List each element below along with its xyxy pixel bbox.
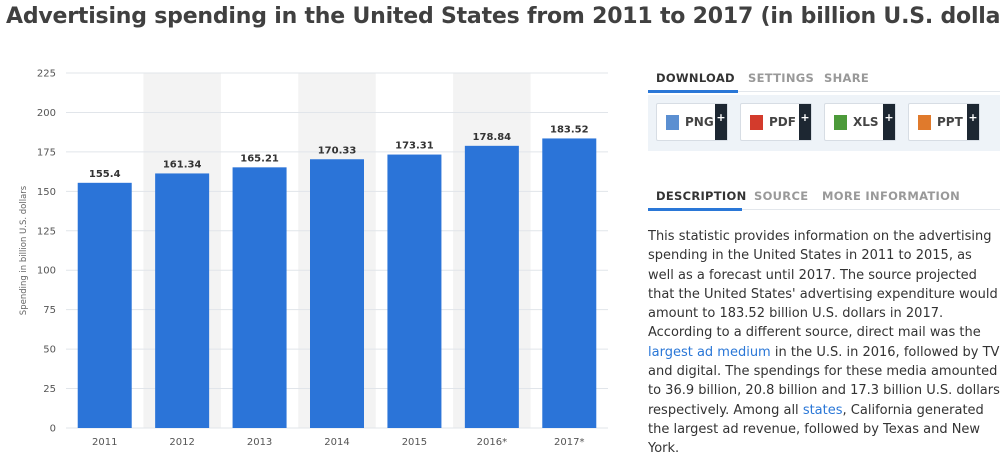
description-part-2: in the U.S. in 2016, followed by TV and … xyxy=(648,344,1000,418)
x-tick-label: 2013 xyxy=(247,437,272,448)
x-tick-label: 2016* xyxy=(477,437,507,448)
y-tick-label: 25 xyxy=(43,384,56,395)
description-part-3: , California generated the largest ad re… xyxy=(648,402,984,457)
bar xyxy=(155,173,210,428)
description-text: This statistic provides information on t… xyxy=(648,227,1000,459)
x-tick-label: 2014 xyxy=(324,437,349,448)
png-file-icon xyxy=(666,115,679,130)
bar xyxy=(310,159,364,428)
x-tick-label: 2012 xyxy=(169,437,194,448)
download-pdf-button[interactable]: PDF + xyxy=(740,103,812,141)
bar xyxy=(232,167,287,428)
pdf-plus-icon[interactable]: + xyxy=(799,104,811,140)
xls-plus-icon[interactable]: + xyxy=(883,104,895,140)
page-title: Advertising spending in the United State… xyxy=(6,4,1000,29)
bar xyxy=(542,138,597,428)
y-axis-label: Spending in billion U.S. dollars xyxy=(19,185,29,315)
active-tab-indicator xyxy=(648,208,742,211)
tab-settings[interactable]: SETTINGS xyxy=(748,71,815,85)
ppt-plus-icon[interactable]: + xyxy=(967,104,979,140)
states-link[interactable]: states xyxy=(802,402,843,418)
info-tabs: DESCRIPTION SOURCE MORE INFORMATION xyxy=(648,184,1000,211)
y-tick-label: 150 xyxy=(37,187,56,198)
x-tick-label: 2015 xyxy=(402,437,427,448)
largest-ad-medium-link[interactable]: largest ad medium xyxy=(648,344,771,360)
download-ppt-button[interactable]: PPT + xyxy=(908,103,980,141)
download-tabs: DOWNLOAD SETTINGS SHARE xyxy=(648,66,1000,93)
tab-share[interactable]: SHARE xyxy=(824,71,870,85)
xls-file-icon xyxy=(834,115,847,130)
description-part-1: This statistic provides information on t… xyxy=(648,229,998,341)
y-tick-label: 200 xyxy=(37,108,56,119)
bar-value-label: 170.33 xyxy=(318,145,357,156)
y-tick-label: 75 xyxy=(43,305,56,316)
tab-description[interactable]: DESCRIPTION xyxy=(656,189,747,203)
y-tick-label: 50 xyxy=(43,345,56,356)
x-tick-label: 2017* xyxy=(554,437,584,448)
bar xyxy=(77,182,132,428)
y-tick-label: 0 xyxy=(50,424,56,435)
tab-download[interactable]: DOWNLOAD xyxy=(656,71,735,85)
x-tick-label: 2011 xyxy=(92,437,117,448)
bar xyxy=(464,145,519,428)
png-plus-icon[interactable]: + xyxy=(715,104,727,140)
download-options: PNG + PDF + XLS + PPT + xyxy=(648,95,1000,151)
tab-source[interactable]: SOURCE xyxy=(754,189,809,203)
bar-value-label: 178.84 xyxy=(473,132,512,143)
ppt-file-icon xyxy=(918,115,931,130)
bar xyxy=(387,154,442,428)
download-xls-button[interactable]: XLS + xyxy=(824,103,896,141)
xls-label: XLS xyxy=(853,115,879,129)
download-png-button[interactable]: PNG + xyxy=(656,103,728,141)
png-label: PNG xyxy=(685,115,714,129)
bar-value-label: 165.21 xyxy=(240,153,279,164)
pdf-label: PDF xyxy=(769,115,796,129)
bar-value-label: 155.4 xyxy=(89,169,121,180)
bar-chart: 0 25 50 75 100 125 150 175 200 225 Spending in bil… xyxy=(19,69,608,448)
y-tick-label: 225 xyxy=(37,69,56,80)
y-tick-label: 175 xyxy=(37,147,56,158)
bar-value-label: 173.31 xyxy=(395,141,434,152)
y-tick-label: 100 xyxy=(37,266,56,277)
ppt-label: PPT xyxy=(937,115,963,129)
active-tab-indicator xyxy=(648,90,738,93)
pdf-file-icon xyxy=(750,115,763,130)
y-tick-label: 125 xyxy=(37,226,56,237)
bar-value-label: 183.52 xyxy=(550,124,589,135)
bar-value-label: 161.34 xyxy=(163,159,202,170)
tab-more-information[interactable]: MORE INFORMATION xyxy=(822,189,961,203)
